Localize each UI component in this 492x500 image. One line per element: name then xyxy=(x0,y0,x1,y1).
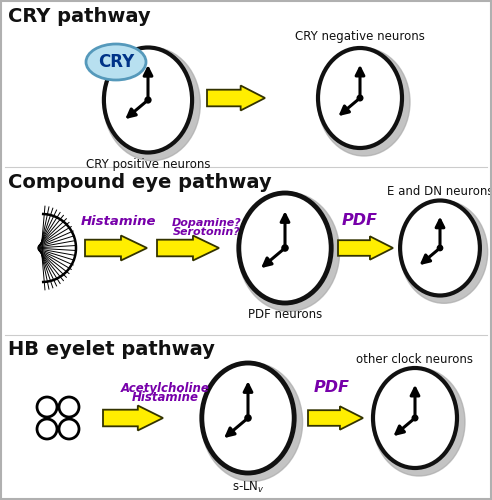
Ellipse shape xyxy=(318,48,410,156)
Ellipse shape xyxy=(373,368,457,468)
Ellipse shape xyxy=(104,48,192,152)
Text: CRY pathway: CRY pathway xyxy=(8,7,151,26)
Circle shape xyxy=(59,397,79,417)
Text: other clock neurons: other clock neurons xyxy=(357,353,473,366)
Text: CRY positive neurons: CRY positive neurons xyxy=(86,158,210,171)
Text: Serotonin?: Serotonin? xyxy=(173,227,241,237)
Polygon shape xyxy=(338,236,393,260)
Circle shape xyxy=(357,95,363,101)
Circle shape xyxy=(245,415,251,421)
Circle shape xyxy=(437,246,443,250)
Text: Histamine: Histamine xyxy=(131,391,198,404)
Ellipse shape xyxy=(104,48,200,160)
Circle shape xyxy=(282,245,288,251)
Text: s-LN$_v$: s-LN$_v$ xyxy=(232,480,264,495)
Text: E and DN neurons: E and DN neurons xyxy=(387,185,492,198)
Text: CRY negative neurons: CRY negative neurons xyxy=(295,30,425,43)
Polygon shape xyxy=(157,236,219,260)
Ellipse shape xyxy=(373,368,465,476)
Circle shape xyxy=(59,419,79,439)
Ellipse shape xyxy=(86,44,146,80)
Text: Acetylcholine: Acetylcholine xyxy=(121,382,210,395)
Text: Compound eye pathway: Compound eye pathway xyxy=(8,173,272,192)
Ellipse shape xyxy=(202,363,294,473)
Polygon shape xyxy=(85,236,147,260)
Polygon shape xyxy=(308,406,363,430)
Circle shape xyxy=(412,415,418,421)
Text: Dopamine?: Dopamine? xyxy=(172,218,242,228)
Polygon shape xyxy=(207,86,265,110)
Polygon shape xyxy=(103,406,163,430)
Ellipse shape xyxy=(239,193,331,303)
Ellipse shape xyxy=(400,200,480,296)
Circle shape xyxy=(37,419,57,439)
Text: Histamine: Histamine xyxy=(80,215,156,228)
Ellipse shape xyxy=(400,200,488,304)
Ellipse shape xyxy=(239,192,339,312)
Text: PDF: PDF xyxy=(314,380,350,395)
Text: PDF neurons: PDF neurons xyxy=(248,308,322,321)
Text: CRY: CRY xyxy=(98,53,134,71)
Text: HB eyelet pathway: HB eyelet pathway xyxy=(8,340,215,359)
Text: PDF: PDF xyxy=(342,213,378,228)
Ellipse shape xyxy=(318,48,402,148)
Circle shape xyxy=(37,397,57,417)
Circle shape xyxy=(145,97,151,103)
Ellipse shape xyxy=(201,362,303,482)
